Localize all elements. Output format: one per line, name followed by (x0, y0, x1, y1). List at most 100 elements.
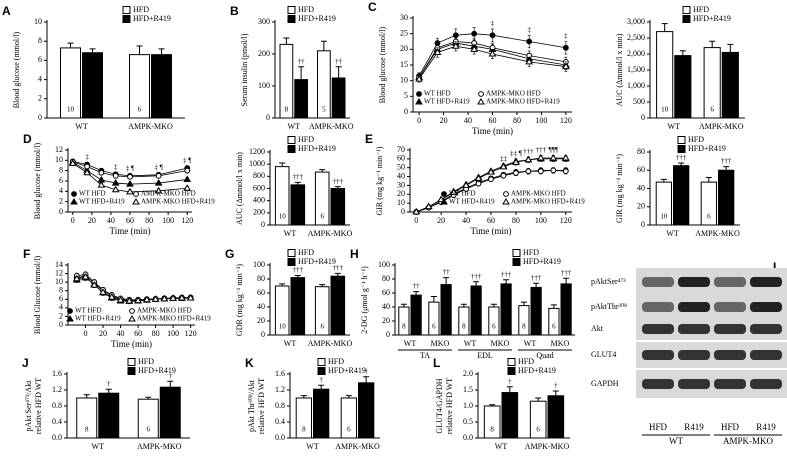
panel-label: L (433, 356, 440, 370)
x-tick-label: 40 (462, 216, 470, 225)
y-tick-label: 60 (637, 165, 645, 174)
error-bar (705, 177, 712, 183)
panel-label: A (2, 4, 11, 18)
n-label: 8 (337, 106, 341, 114)
n-label: 8 (336, 213, 340, 221)
x-tick-label: 0 (71, 216, 75, 225)
legend-swatch (287, 136, 296, 144)
y-tick-label: 2 (38, 94, 42, 103)
y-tick-label: 0 (261, 330, 265, 339)
legend-label: WT HFD+R419 (79, 198, 125, 206)
y-tick-label: 0.0 (52, 433, 62, 442)
error-bar (679, 50, 686, 56)
legend-marker (415, 98, 423, 105)
y-tick-label: 0 (404, 107, 408, 116)
marker (154, 179, 163, 186)
significance: †† (413, 282, 421, 290)
legend-label: WT HFD+R419 (424, 98, 470, 106)
x-tick-label: 0 (417, 116, 421, 125)
y-tick-label: 40 (397, 171, 405, 180)
x-tick-label: WT (284, 229, 297, 238)
x-axis-label: Time (min) (472, 126, 513, 136)
significance: † (364, 367, 368, 375)
significance: ††† (523, 148, 534, 156)
legend-label: WT HFD+R419 (449, 198, 495, 206)
error-bar (294, 181, 301, 185)
x-tick-label: MKO (551, 339, 570, 348)
blot-band (642, 277, 674, 287)
x-tick-label: AMPK-MKO (308, 229, 353, 238)
y-tick-label: 10 (55, 155, 63, 164)
legend-swatch (317, 358, 326, 366)
x-tick-label: WT (92, 442, 105, 451)
n-label: 6 (364, 426, 368, 434)
legend-label: AMPK-MKO HFD+R419 (486, 98, 560, 106)
marker (186, 294, 195, 301)
y-tick-label: 10 (34, 17, 42, 26)
legend-swatch (122, 6, 131, 14)
marker (489, 32, 496, 39)
significance: ††† (333, 264, 344, 272)
legend-swatch (122, 15, 131, 23)
error-bar (279, 162, 286, 167)
y-tick-label: 2,000 (627, 49, 645, 58)
y-tick-label: 8 (38, 36, 42, 45)
blot-band (642, 379, 674, 389)
n-label: 6 (320, 213, 324, 221)
error-bar (319, 284, 326, 287)
marker (183, 184, 192, 191)
marker (183, 175, 192, 182)
y-axis-label: GIR (mg kg⁻¹ min⁻¹) (375, 146, 384, 215)
marker (177, 294, 186, 301)
y-axis-label: Blood Glucose (mmol/l) (33, 256, 42, 335)
legend-swatch (677, 136, 686, 144)
n-label: 6 (444, 323, 448, 331)
y-tick-label: 800 (253, 171, 265, 180)
legend-label: HFD (138, 357, 154, 366)
y-axis-label: Blood glucose (mmol/l) (12, 31, 21, 108)
y-tick-label: 30 (400, 13, 408, 22)
legend-swatch (677, 145, 686, 153)
y-axis-label: AUC (Δmmol/l x min) (235, 152, 244, 225)
significance: ‡ ¶ (126, 164, 135, 172)
bar (398, 306, 410, 336)
legend-swatch (287, 258, 296, 266)
legend-marker (503, 191, 509, 197)
y-tick-label: 80 (257, 274, 265, 283)
group-label: AMPK-MKO (723, 436, 774, 446)
n-label: 6 (169, 426, 173, 434)
blot-band (750, 350, 782, 360)
y-tick-label: 70 (397, 145, 405, 154)
y-tick-label: 1.2 (52, 385, 62, 394)
x-tick-label: 40 (464, 116, 472, 125)
x-tick-label: 100 (167, 329, 179, 338)
n-label: 10 (279, 323, 287, 331)
significance: ‡ (114, 163, 118, 171)
error-bar (318, 384, 325, 390)
marker (72, 274, 81, 282)
marker (562, 44, 569, 51)
legend-swatch (682, 6, 691, 14)
y-tick-label: 2,500 (627, 33, 645, 42)
y-tick-label: 1.2 (275, 385, 285, 394)
y-tick-label: 1000 (249, 159, 265, 168)
marker (126, 187, 134, 195)
error-bar (723, 166, 730, 171)
n-label: 8 (729, 106, 733, 114)
x-tick-label: 120 (560, 216, 572, 225)
y-axis-label: GDR (mg kg⁻¹ min⁻¹) (235, 264, 244, 336)
y-tick-label: 300 (258, 17, 270, 26)
y-tick-label: 14 (55, 260, 63, 269)
group-label: TA (420, 351, 430, 360)
legend-marker (70, 198, 78, 205)
marker (562, 62, 570, 70)
significance: ††† (721, 157, 732, 165)
y-tick-label: 0 (59, 207, 63, 216)
x-tick-label: 100 (535, 116, 547, 125)
blot-band (642, 302, 674, 312)
significance: ‡ (564, 32, 568, 40)
x-tick-label: AMPK-MKO (699, 122, 744, 131)
significance: †† (298, 57, 306, 65)
n-label: 8 (285, 106, 289, 114)
marker (488, 176, 494, 183)
